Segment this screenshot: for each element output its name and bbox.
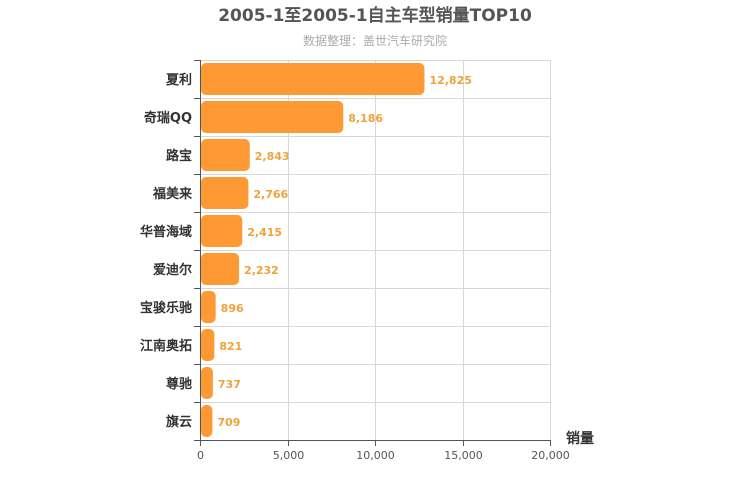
category-label: 夏利 [165, 72, 192, 88]
x-tick-label: 0 [197, 449, 204, 462]
data-label: 2,766 [253, 188, 288, 201]
data-label: 2,843 [255, 150, 290, 163]
bar [201, 215, 243, 247]
data-label: 709 [217, 416, 240, 429]
category-label: 江南奥拓 [140, 338, 192, 354]
category-label: 路宝 [166, 148, 192, 164]
bars [201, 63, 425, 437]
x-axis-title: 销量 [566, 430, 594, 447]
x-tick-label: 20,000 [531, 449, 570, 462]
bar [201, 139, 250, 171]
data-label: 821 [219, 340, 242, 353]
data-label: 2,415 [247, 226, 282, 239]
category-label: 华普海域 [140, 224, 192, 240]
bar [201, 329, 215, 361]
category-label: 宝骏乐驰 [140, 300, 192, 316]
bar [201, 63, 425, 95]
grid-lines [200, 60, 551, 440]
x-tick-label: 5,000 [273, 449, 305, 462]
bar [201, 177, 249, 209]
category-label: 奇瑞QQ [144, 110, 192, 126]
bar [201, 291, 216, 323]
bar [201, 367, 213, 399]
category-label: 爱迪尔 [153, 262, 192, 278]
data-label: 896 [221, 302, 244, 315]
x-tick-label: 10,000 [356, 449, 395, 462]
bar [201, 101, 344, 133]
chart-title: 2005-1至2005-1自主车型销量TOP10 [218, 5, 532, 26]
data-label: 737 [218, 378, 241, 391]
data-label: 12,825 [429, 74, 471, 87]
bar [201, 405, 213, 437]
bar [201, 253, 240, 285]
axes [194, 60, 551, 446]
x-tick-label: 15,000 [444, 449, 483, 462]
data-label: 8,186 [348, 112, 383, 125]
labels: 夏利 12,825 奇瑞QQ 8,186 路宝 2,843 福美来 2,766 华普海域 2,41… [140, 72, 570, 462]
category-label: 福美来 [152, 186, 193, 202]
data-label: 2,232 [244, 264, 279, 277]
category-label: 尊驰 [166, 376, 192, 392]
category-label: 旗云 [166, 414, 192, 430]
chart-subtitle: 数据整理：盖世汽车研究院 [303, 33, 447, 48]
